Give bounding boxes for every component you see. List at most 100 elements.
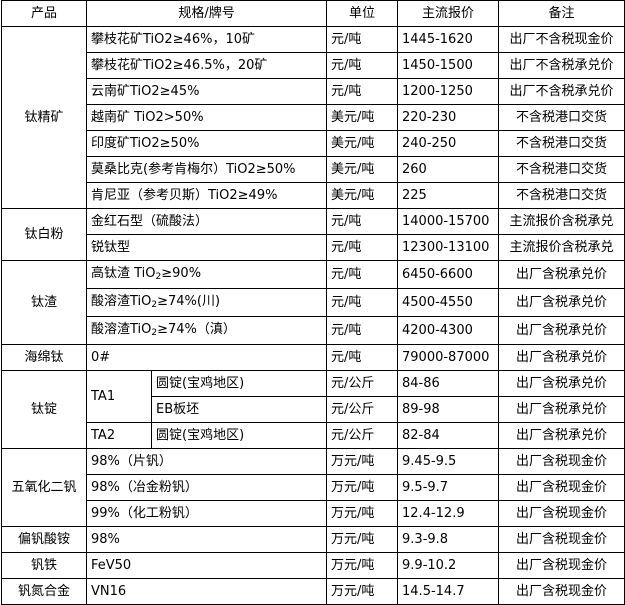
spec-cell: 98%（片钒） [85,448,328,475]
spec-cell: 攀枝花矿TiO2≥46.5%，20矿 [85,52,328,79]
remark-cell: 出厂不含税承兑价 [498,52,625,79]
remark-cell: 主流报价含税承兑 [498,234,625,261]
unit-cell: 元/吨 [326,234,399,261]
remark-cell: 不含税港口交货 [498,182,625,209]
unit-cell: 元/公斤 [326,422,399,449]
price-cell: 9.9-10.2 [397,552,500,579]
table-row: 越南矿 TiO2>50% 美元/吨 220-230 不含税港口交货 [2,104,625,131]
remark-cell: 出厂含税承兑价 [498,370,625,397]
price-cell: 240-250 [397,130,500,157]
remark-cell: 出厂含税现金价 [498,500,625,527]
table-row: 钛渣 高钛渣 TiO2≥90% 元/吨 6450-6600 出厂含税承兑价 [1,260,625,345]
product-group-cell: 海绵钛 [1,344,87,371]
table-row: 偏钒酸铵 98% 万元/吨 9.3-9.8 出厂含税现金价 [1,526,625,553]
product-group-cell: 钛渣 [1,260,87,345]
unit-cell: 元/吨 [326,260,399,289]
unit-cell: 元/吨 [326,26,399,53]
unit-cell: 元/公斤 [326,370,399,397]
spec-cell: 越南矿 TiO2>50% [85,104,328,131]
remark-cell: 出厂含税现金价 [498,578,625,605]
price-cell: 225 [397,182,500,209]
price-cell: 14000-15700 [397,208,500,235]
price-cell: 1445-1620 [397,26,500,53]
remark-cell: 出厂含税承兑价 [498,288,625,317]
unit-cell: 美元/吨 [326,130,399,157]
spec-cell: 98% [85,526,328,553]
unit-cell: 万元/吨 [326,448,399,475]
table-row: 五氧化二钒 98%（片钒） 万元/吨 9.45-9.5 出厂含税现金价 [1,448,625,527]
column-header-product: 产品 [1,0,87,27]
price-cell: 9.5-9.7 [397,474,500,501]
table-row: 99%（化工粉钒） 万元/吨 12.4-12.9 出厂含税现金价 [2,500,625,527]
table-row: 98%（冶金粉钒） 万元/吨 9.5-9.7 出厂含税现金价 [2,474,625,501]
table-row: 钛锭 TA1 圆锭(宝鸡地区) 元/公斤 84-86 出厂含税承兑价 [1,370,625,449]
table-row: 云南矿TiO2≥45% 元/吨 1200-1250 出厂不含税承兑价 [2,78,625,105]
table-header: 产品 规格/牌号 单位 主流报价 备注 [1,0,625,27]
header-row: 产品 规格/牌号 单位 主流报价 备注 [1,0,625,27]
table-row: 钒铁 FeV50 万元/吨 9.9-10.2 出厂含税现金价 [1,552,625,579]
remark-cell: 出厂含税承兑价 [498,260,625,289]
product-group-cell: 钛白粉 [1,208,87,261]
price-cell: 4500-4550 [397,288,500,317]
unit-cell: 元/公斤 [326,396,399,423]
price-cell: 82-84 [397,422,500,449]
unit-cell: 万元/吨 [326,500,399,527]
table-row: 印度矿TiO2≥50% 美元/吨 240-250 不含税港口交货 [2,130,625,157]
remark-cell: 出厂含税现金价 [498,448,625,475]
spec-cell: 99%（化工粉钒） [85,500,328,527]
table-row: EB板坯 元/公斤 89-98 出厂含税承兑价 [2,396,625,423]
spec-cell: EB板坯 [150,396,328,423]
grade-cell: TA2 [86,422,152,449]
product-group-cell: 钒氮合金 [1,578,87,605]
unit-cell: 万元/吨 [326,578,399,605]
product-group-cell: 五氧化二钒 [1,448,87,527]
remark-cell: 出厂含税现金价 [498,474,625,501]
table-row: 酸溶渣TiO2≥74%(川) 元/吨 4500-4550 出厂含税承兑价 [2,288,625,317]
price-cell: 260 [397,156,500,183]
table-row: 钛精矿 攀枝花矿TiO2≥46%，10矿 元/吨 1445-1620 出厂不含税现金价 [1,26,625,209]
unit-cell: 元/吨 [326,344,399,371]
spec-cell: 圆锭(宝鸡地区) [150,370,328,397]
table-row: 海绵钛 0# 元/吨 79000-87000 出厂含税承兑价 [1,344,625,371]
unit-cell: 万元/吨 [326,552,399,579]
column-header-unit: 单位 [326,0,399,27]
spec-cell: VN16 [85,578,328,605]
grade-cell: TA1 [86,370,152,423]
price-cell: 84-86 [397,370,500,397]
price-cell: 1450-1500 [397,52,500,79]
price-cell: 14.5-14.7 [397,578,500,605]
column-header-price: 主流报价 [397,0,500,27]
price-cell: 9.3-9.8 [397,526,500,553]
remark-cell: 出厂含税承兑价 [498,316,625,345]
spec-cell: 莫桑比克(参考肯梅尔）TiO2≥50% [85,156,328,183]
unit-cell: 元/吨 [326,208,399,235]
table-row: 钛白粉 金红石型（硫酸法） 元/吨 14000-15700 主流报价含税承兑 [1,208,625,261]
spec-cell: 肯尼亚（参考贝斯）TiO2≥49% [85,182,328,209]
product-group-cell: 钛精矿 [1,26,87,209]
remark-cell: 出厂含税承兑价 [498,422,625,449]
remark-cell: 出厂含税现金价 [498,552,625,579]
spec-cell: 印度矿TiO2≥50% [85,130,328,157]
unit-cell: 万元/吨 [326,474,399,501]
price-cell: 220-230 [397,104,500,131]
product-group-cell: 钒铁 [1,552,87,579]
spec-cell: 攀枝花矿TiO2≥46%，10矿 [85,26,328,53]
table-body: 钛精矿 攀枝花矿TiO2≥46%，10矿 元/吨 1445-1620 出厂不含税现金价攀… [1,26,625,605]
price-cell: 1200-1250 [397,78,500,105]
price-cell: 9.45-9.5 [397,448,500,475]
price-cell: 6450-6600 [397,260,500,289]
unit-cell: 美元/吨 [326,104,399,131]
product-group-cell: 偏钒酸铵 [1,526,87,553]
table-row: 攀枝花矿TiO2≥46.5%，20矿 元/吨 1450-1500 出厂不含税承兑价 [2,52,625,79]
remark-cell: 不含税港口交货 [498,104,625,131]
remark-cell: 不含税港口交货 [498,130,625,157]
spec-cell: 云南矿TiO2≥45% [85,78,328,105]
spec-cell: 0# [85,344,328,371]
price-cell: 89-98 [397,396,500,423]
unit-cell: 元/吨 [326,288,399,317]
spec-cell: 高钛渣 TiO2≥90% [85,260,328,289]
table-row: TA2 圆锭(宝鸡地区) 元/公斤 82-84 出厂含税承兑价 [2,422,625,449]
remark-cell: 出厂不含税现金价 [498,26,625,53]
remark-cell: 不含税港口交货 [498,156,625,183]
